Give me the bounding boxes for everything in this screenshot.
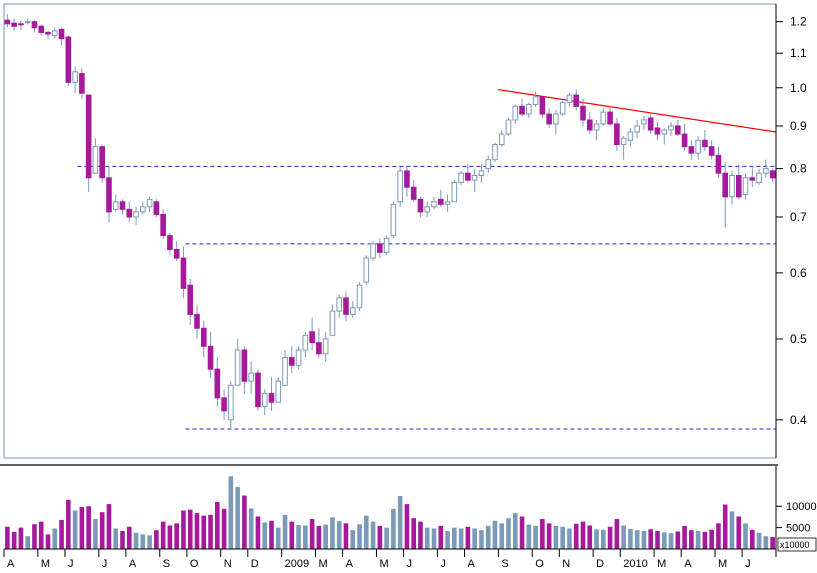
svg-text:O: O (190, 558, 199, 570)
svg-text:M: M (657, 558, 666, 570)
svg-text:D: D (251, 558, 259, 570)
svg-text:J: J (745, 558, 751, 570)
svg-text:A: A (129, 558, 137, 570)
svg-text:2009: 2009 (285, 558, 309, 570)
candlestick-chart: 0.4 0.5 0.6 0.7 0.8 0.9 1.0 1.1 1.2 5000 10000 x100… (0, 0, 817, 573)
svg-text:A: A (467, 558, 475, 570)
svg-text:O: O (535, 558, 544, 570)
svg-text:10000: 10000 (786, 501, 817, 513)
svg-text:0.7: 0.7 (790, 210, 807, 224)
svg-text:A: A (7, 558, 15, 570)
svg-text:5000: 5000 (786, 523, 810, 535)
svg-text:1.1: 1.1 (790, 46, 807, 60)
svg-text:A: A (684, 558, 692, 570)
svg-text:0.9: 0.9 (790, 119, 807, 133)
svg-text:x10000: x10000 (780, 540, 810, 550)
svg-text:A: A (346, 558, 354, 570)
svg-text:M: M (41, 558, 50, 570)
svg-text:2010: 2010 (623, 558, 647, 570)
svg-text:S: S (163, 558, 170, 570)
svg-text:M: M (319, 558, 328, 570)
svg-text:0.4: 0.4 (790, 413, 807, 427)
svg-text:1.0: 1.0 (790, 81, 807, 95)
svg-text:D: D (596, 558, 604, 570)
svg-text:J: J (407, 558, 413, 570)
svg-text:J: J (68, 558, 74, 570)
svg-text:0.5: 0.5 (790, 332, 807, 346)
svg-text:M: M (718, 558, 727, 570)
svg-text:1.2: 1.2 (790, 15, 807, 29)
svg-text:N: N (224, 558, 232, 570)
svg-text:J: J (440, 558, 446, 570)
svg-text:J: J (102, 558, 108, 570)
svg-text:0.8: 0.8 (790, 162, 807, 176)
svg-text:0.6: 0.6 (790, 266, 807, 280)
svg-text:S: S (501, 558, 508, 570)
svg-text:M: M (379, 558, 388, 570)
svg-text:N: N (562, 558, 570, 570)
